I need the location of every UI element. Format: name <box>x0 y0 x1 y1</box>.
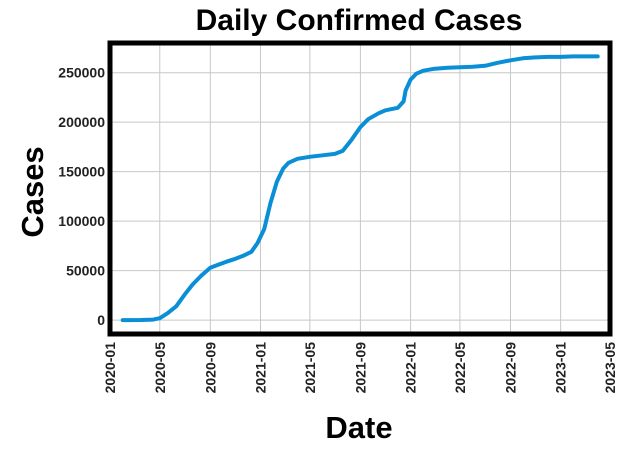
x-tick-label: 2020-01 <box>102 342 118 394</box>
chart-title: Daily Confirmed Cases <box>196 4 523 37</box>
series-layer <box>120 54 600 323</box>
y-tick-label: 200000 <box>58 114 105 130</box>
y-axis-label: Cases <box>15 146 50 237</box>
x-tick-label: 2021-01 <box>252 342 268 394</box>
x-tick-label: 2020-09 <box>202 342 218 394</box>
x-tick-label: 2021-09 <box>352 342 368 394</box>
y-tick-label: 50000 <box>66 263 105 279</box>
y-axis-ticks: 0 50000 100000 150000 200000 250000 <box>58 65 105 328</box>
series-line <box>120 54 600 323</box>
x-tick-label: 2023-01 <box>553 342 569 394</box>
y-tick-label: 100000 <box>58 213 105 229</box>
x-tick-label: 2022-05 <box>452 342 468 394</box>
plot-frame <box>107 40 613 337</box>
x-tick-label: 2023-05 <box>602 342 618 394</box>
x-tick-label: 2021-05 <box>302 342 318 394</box>
y-tick-label: 150000 <box>58 164 105 180</box>
x-axis-ticks: 2020-01 2020-05 2020-09 2021-01 2021-05 2021-… <box>102 342 618 394</box>
x-tick-label: 2022-01 <box>403 342 419 394</box>
x-tick-label: 2020-05 <box>152 342 168 394</box>
y-tick-label: 250000 <box>58 65 105 81</box>
grid <box>109 43 611 334</box>
y-tick-label: 0 <box>97 312 105 328</box>
x-axis-label: Date <box>325 410 392 445</box>
x-tick-label: 2022-09 <box>502 342 518 394</box>
